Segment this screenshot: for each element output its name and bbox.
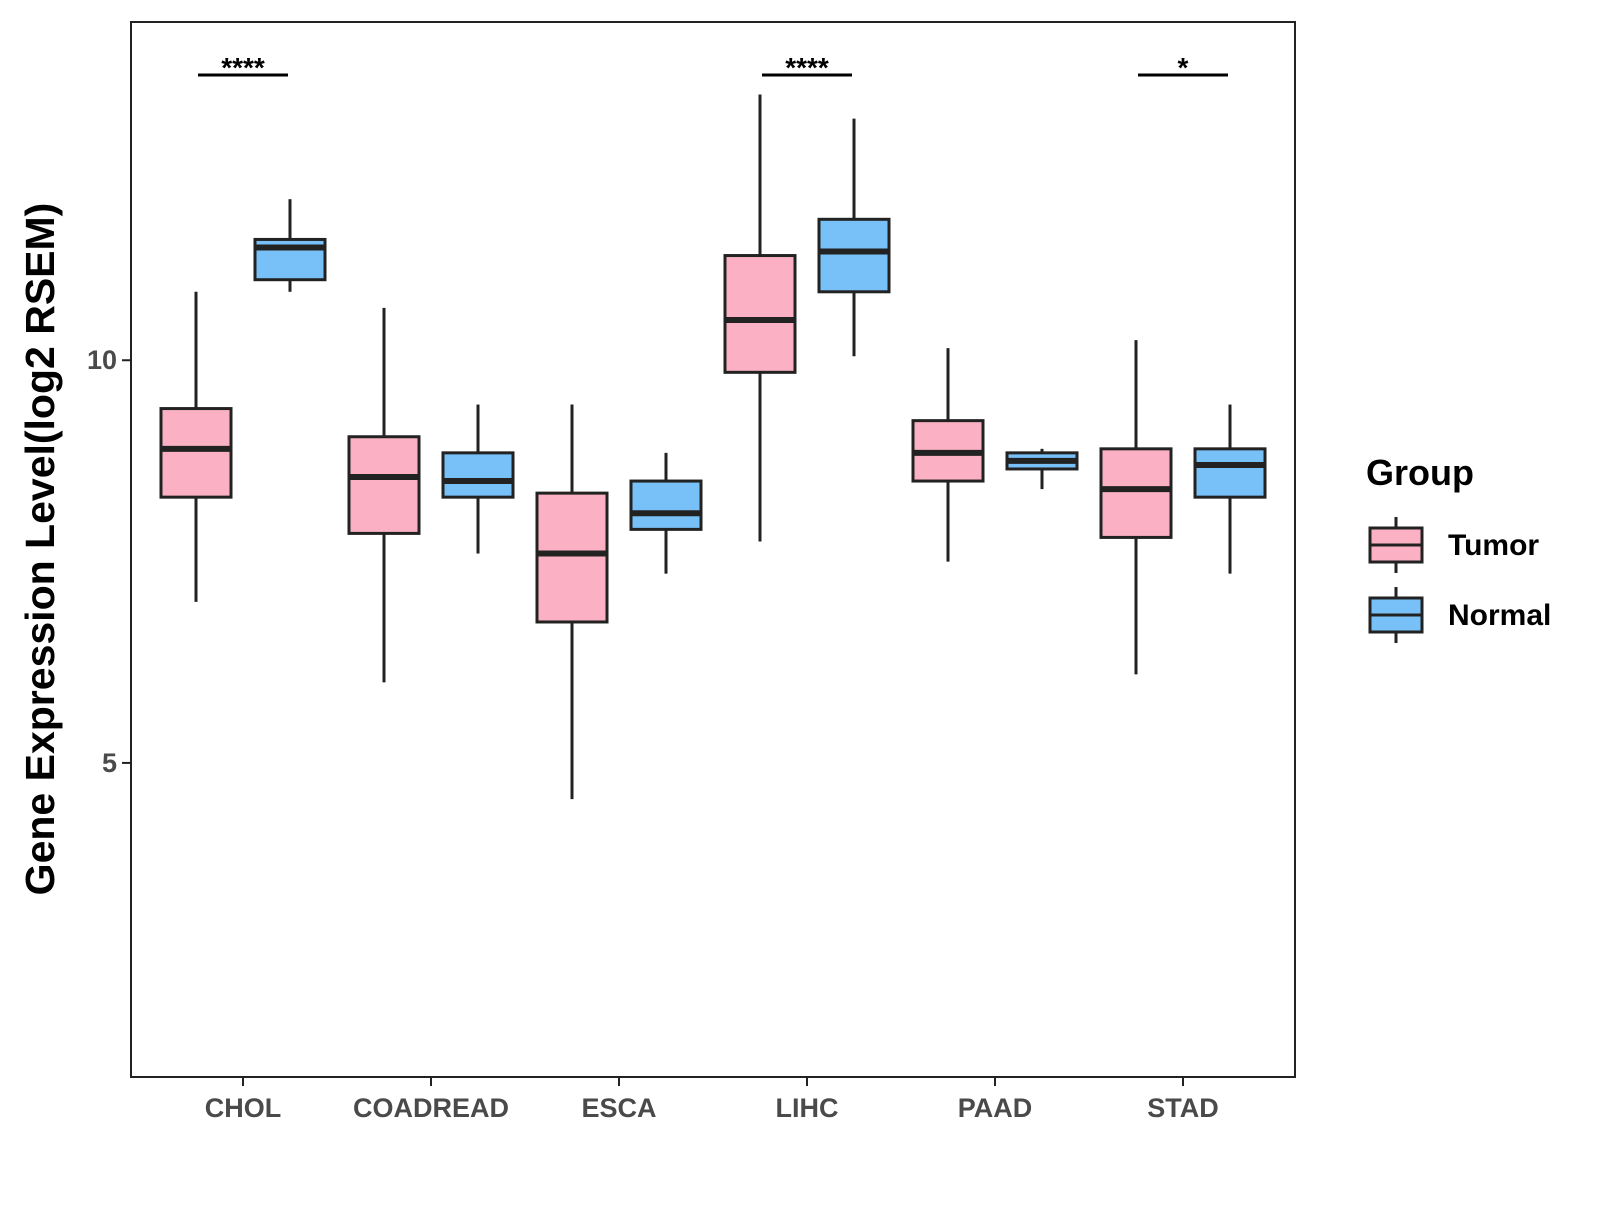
box-normal-chol xyxy=(253,199,327,292)
box-body xyxy=(347,435,421,535)
significance-label: **** xyxy=(221,52,265,83)
x-tick-label: COADREAD xyxy=(353,1093,509,1123)
y-tick-label: 5 xyxy=(102,748,117,778)
box-body xyxy=(629,479,703,531)
legend: Group Tumor Normal xyxy=(1366,452,1551,643)
y-axis: 5 10 xyxy=(87,345,131,778)
box-tumor-stad xyxy=(1099,340,1173,675)
box-body xyxy=(1193,447,1267,499)
legend-item-normal: Normal xyxy=(1368,587,1551,643)
significance-chol: **** xyxy=(198,52,288,83)
box-body xyxy=(535,491,609,624)
box-normal-esca xyxy=(629,452,703,574)
box-tumor-coadread xyxy=(347,307,421,683)
significance-label: **** xyxy=(785,52,829,83)
y-tick-label: 10 xyxy=(87,345,117,375)
box-tumor-lihc xyxy=(723,94,797,542)
box-tumor-chol xyxy=(159,291,233,602)
significance-stad: * xyxy=(1138,52,1228,83)
box-body xyxy=(817,217,891,294)
x-tick-label: STAD xyxy=(1147,1093,1219,1123)
significance-label: * xyxy=(1178,52,1189,83)
x-tick-label: ESCA xyxy=(581,1093,656,1123)
x-tick-label: PAAD xyxy=(958,1093,1033,1123)
box-normal-coadread xyxy=(441,404,515,554)
legend-item-tumor: Tumor xyxy=(1368,517,1539,573)
box-normal-paad xyxy=(1005,448,1079,490)
significance-lihc: **** xyxy=(762,52,852,83)
x-tick-label: CHOL xyxy=(205,1093,282,1123)
box-tumor-esca xyxy=(535,404,609,800)
panel-border xyxy=(130,21,1296,1078)
legend-title: Group xyxy=(1366,452,1474,493)
x-tick-label: LIHC xyxy=(776,1093,839,1123)
box-tumor-paad xyxy=(911,348,985,562)
box-normal-lihc xyxy=(817,118,891,357)
box-body xyxy=(723,254,797,374)
boxes-layer xyxy=(159,94,1267,800)
y-axis-title: Gene Expression Level(log2 RSEM) xyxy=(17,203,63,896)
box-body xyxy=(159,407,233,499)
box-normal-stad xyxy=(1193,404,1267,574)
significance-layer: **** **** * xyxy=(198,52,1228,83)
box-body xyxy=(1099,447,1173,539)
x-axis: CHOL COADREAD ESCA LIHC PAAD STAD xyxy=(205,1077,1219,1123)
box-body xyxy=(441,451,515,499)
legend-label: Tumor xyxy=(1448,529,1539,562)
legend-label: Normal xyxy=(1448,599,1551,632)
